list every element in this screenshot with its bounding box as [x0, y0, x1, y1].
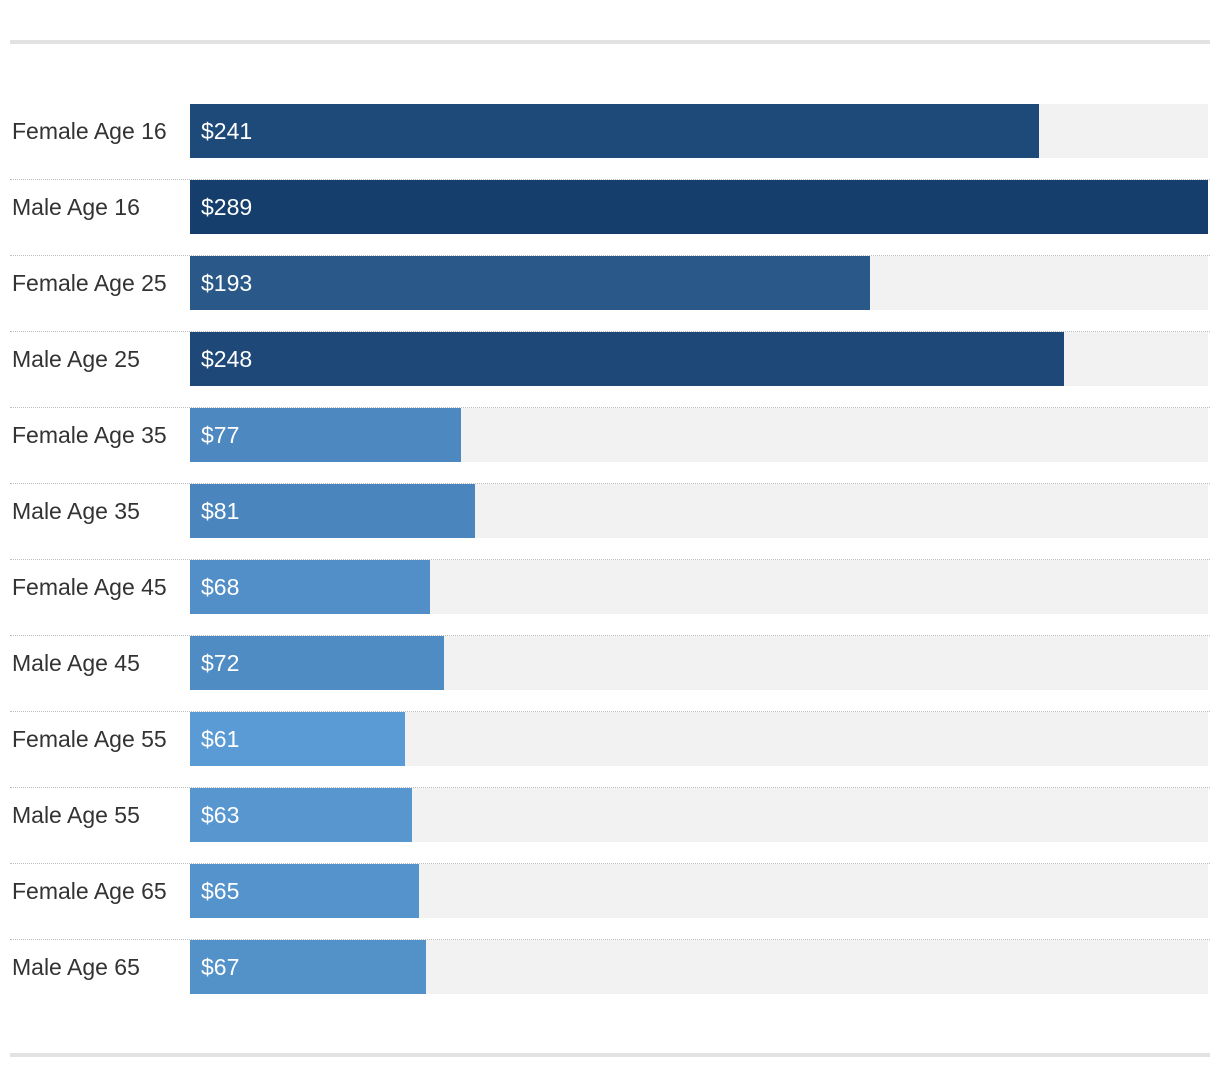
category-label: Male Age 65 — [12, 954, 140, 980]
bar: $289 — [190, 180, 1208, 234]
row-divider — [10, 863, 1210, 864]
row-divider — [10, 939, 1210, 940]
row-divider — [10, 559, 1210, 560]
bar: $72 — [190, 636, 444, 690]
bar-value-label: $61 — [201, 726, 240, 752]
bar-row: Female Age 65 $65 — [10, 864, 1210, 940]
bar-value-label: $77 — [201, 422, 240, 448]
top-rule — [10, 40, 1210, 44]
category-label: Male Age 45 — [12, 650, 140, 676]
bar-track: $61 — [190, 712, 1208, 766]
category-label: Female Age 55 — [12, 726, 167, 752]
bar-value-label: $81 — [201, 498, 240, 524]
bar-row: Female Age 25 $193 — [10, 256, 1210, 332]
bar-row: Male Age 55 $63 — [10, 788, 1210, 864]
row-divider — [10, 483, 1210, 484]
bar: $68 — [190, 560, 430, 614]
bar-value-label: $68 — [201, 574, 240, 600]
bar: $65 — [190, 864, 419, 918]
category-label: Female Age 65 — [12, 878, 167, 904]
bottom-rule — [10, 1053, 1210, 1057]
bar-track: $241 — [190, 104, 1208, 158]
bar-value-label: $72 — [201, 650, 240, 676]
row-divider — [10, 711, 1210, 712]
bar: $67 — [190, 940, 426, 994]
row-divider — [10, 635, 1210, 636]
category-label: Male Age 25 — [12, 346, 140, 372]
bar-track: $289 — [190, 180, 1208, 234]
category-label: Female Age 16 — [12, 118, 167, 144]
bar-track: $72 — [190, 636, 1208, 690]
row-divider — [10, 179, 1210, 180]
bar-track: $193 — [190, 256, 1208, 310]
bar-track: $77 — [190, 408, 1208, 462]
bar: $61 — [190, 712, 405, 766]
bar-row: Male Age 45 $72 — [10, 636, 1210, 712]
bar-value-label: $65 — [201, 878, 240, 904]
bar: $193 — [190, 256, 870, 310]
category-label: Male Age 35 — [12, 498, 140, 524]
bar-track: $68 — [190, 560, 1208, 614]
bar-row: Female Age 55 $61 — [10, 712, 1210, 788]
bar: $77 — [190, 408, 461, 462]
row-divider — [10, 407, 1210, 408]
bar: $63 — [190, 788, 412, 842]
bar-row: Female Age 16 $241 — [10, 104, 1210, 180]
bar-track: $65 — [190, 864, 1208, 918]
bar-track: $63 — [190, 788, 1208, 842]
bar: $241 — [190, 104, 1039, 158]
category-label: Male Age 55 — [12, 802, 140, 828]
bar-value-label: $289 — [201, 194, 253, 220]
bar-value-label: $67 — [201, 954, 240, 980]
category-label: Female Age 25 — [12, 270, 167, 296]
category-label: Female Age 45 — [12, 574, 167, 600]
bar-value-label: $241 — [201, 118, 253, 144]
bar: $248 — [190, 332, 1064, 386]
bar-value-label: $193 — [201, 270, 253, 296]
row-divider — [10, 255, 1210, 256]
bar-track: $81 — [190, 484, 1208, 538]
row-divider — [10, 331, 1210, 332]
bar-row: Male Age 65 $67 — [10, 940, 1210, 1016]
bar-row: Male Age 35 $81 — [10, 484, 1210, 560]
bar-row: Female Age 35 $77 — [10, 408, 1210, 484]
bar-value-label: $248 — [201, 346, 253, 372]
category-label: Male Age 16 — [12, 194, 140, 220]
bar-track: $67 — [190, 940, 1208, 994]
category-label: Female Age 35 — [12, 422, 167, 448]
bar-row: Male Age 25 $248 — [10, 332, 1210, 408]
bar-row: Male Age 16 $289 — [10, 180, 1210, 256]
bar-row: Female Age 45 $68 — [10, 560, 1210, 636]
row-divider — [10, 787, 1210, 788]
bar-value-label: $63 — [201, 802, 240, 828]
bar: $81 — [190, 484, 475, 538]
bar-track: $248 — [190, 332, 1208, 386]
